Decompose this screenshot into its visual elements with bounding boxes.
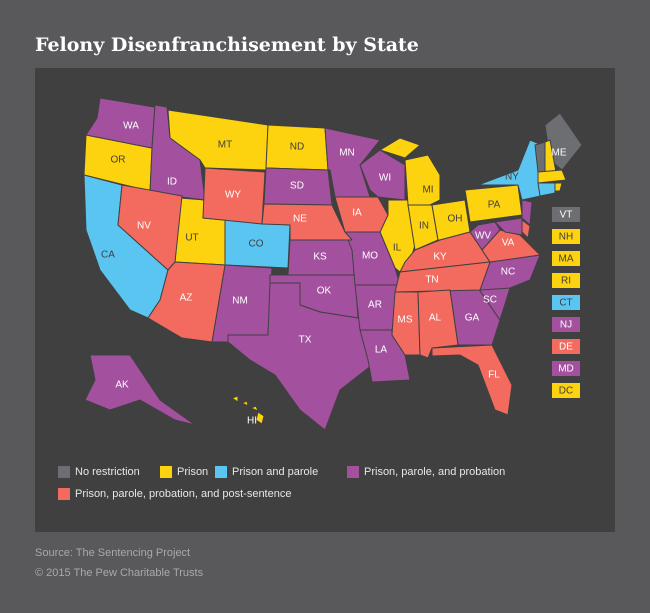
legend-swatch [160, 466, 172, 478]
state-label: SD [290, 181, 304, 192]
inset-box [552, 273, 580, 288]
state-label: NE [293, 214, 307, 225]
state-shape [227, 282, 373, 431]
inset: VT NH MA RI CT NJ DE MD DC [552, 207, 580, 398]
state-shape [537, 169, 567, 184]
state-shape [147, 261, 226, 343]
inset-box [552, 361, 580, 376]
inset-label: CT [559, 298, 572, 309]
state-label: OH [448, 214, 463, 225]
state-label: MS [398, 315, 413, 326]
inset-box [552, 229, 580, 244]
state-shape [537, 182, 556, 197]
legend-swatch [215, 466, 227, 478]
inset-label: DE [559, 342, 573, 353]
state-label: MI [422, 185, 433, 196]
inset-label: DC [559, 386, 573, 397]
state-label: CA [101, 250, 115, 261]
state-label: OK [317, 286, 332, 297]
legend-label: No restriction [75, 466, 140, 478]
state-shape [231, 395, 265, 425]
title: Felony Disenfranchisement by State [35, 34, 419, 56]
states [83, 97, 583, 431]
state-label: NY [505, 172, 519, 183]
inset-box [552, 207, 580, 222]
state-shape [149, 104, 206, 201]
legend-swatch [347, 466, 359, 478]
legend-swatch [58, 488, 70, 500]
state-label: KY [433, 252, 447, 263]
state-label: OR [111, 155, 126, 166]
legend-label: Prison, parole, and probation [364, 466, 505, 478]
state-label: MT [218, 140, 232, 151]
state-label: VA [502, 238, 515, 249]
legend-label: Prison [177, 466, 208, 478]
state-label: MO [362, 251, 378, 262]
state-label: AL [429, 313, 442, 324]
legend-label: Prison, parole, probation, and post-sent… [75, 488, 291, 500]
inset-box [552, 317, 580, 332]
state-shape [359, 149, 406, 201]
state-label: IA [352, 208, 362, 219]
inset-box [552, 339, 580, 354]
state-label: AZ [180, 293, 193, 304]
inset-label: NJ [560, 320, 572, 331]
state-shape [494, 217, 523, 236]
state-label: UT [185, 233, 198, 244]
state-shape [84, 354, 196, 426]
state-label: NV [137, 221, 151, 232]
state-label: ID [167, 177, 177, 188]
state-label: WI [379, 173, 391, 184]
state-label: NC [501, 267, 515, 278]
state-label: IL [393, 243, 402, 254]
inset-box [552, 251, 580, 266]
state-label: AR [368, 300, 382, 311]
state-label: SC [483, 295, 497, 306]
state-label: TX [299, 335, 312, 346]
state-label: WA [123, 121, 139, 132]
state-label: ND [290, 142, 304, 153]
inset-box [552, 295, 580, 310]
state-shape [334, 196, 389, 233]
legend-label: Prison and parole [232, 466, 318, 478]
state-label: LA [375, 345, 388, 356]
state-shape [391, 291, 421, 356]
state-label: GA [465, 313, 480, 324]
inset-label: RI [561, 276, 571, 287]
state-label: KS [313, 252, 327, 263]
state-labels: ME OR MT ND UT IL MI IN OH PA HI CA CO NY WA ID MN SD WI KS… [101, 121, 567, 427]
inset-box [552, 383, 580, 398]
legend: No restriction Prison Prison and parole Pri… [58, 466, 505, 500]
state-shape [431, 344, 513, 416]
inset-label: MA [559, 254, 574, 265]
inset-label: VT [560, 210, 573, 221]
state-label: WY [225, 190, 241, 201]
source: Source: The Sentencing Project [35, 547, 190, 559]
state-shape [481, 229, 541, 263]
inset-label: MD [558, 364, 574, 375]
state-label: AK [115, 380, 129, 391]
state-label: TN [425, 275, 438, 286]
state-label: IN [419, 221, 429, 232]
state-label: MN [339, 148, 355, 159]
state-label: ME [552, 148, 567, 159]
inset-label: NH [559, 232, 573, 243]
state-label: HI [247, 416, 257, 427]
legend-swatch [58, 466, 70, 478]
state-label: CO [249, 239, 264, 250]
state-label: WV [475, 231, 491, 242]
state-shape [261, 203, 353, 241]
state-label: PA [488, 200, 501, 211]
state-shape [521, 199, 533, 226]
state-label: NM [232, 296, 248, 307]
copyright: © 2015 The Pew Charitable Trusts [35, 567, 204, 579]
state-shape [394, 261, 491, 293]
state-label: FL [488, 370, 500, 381]
